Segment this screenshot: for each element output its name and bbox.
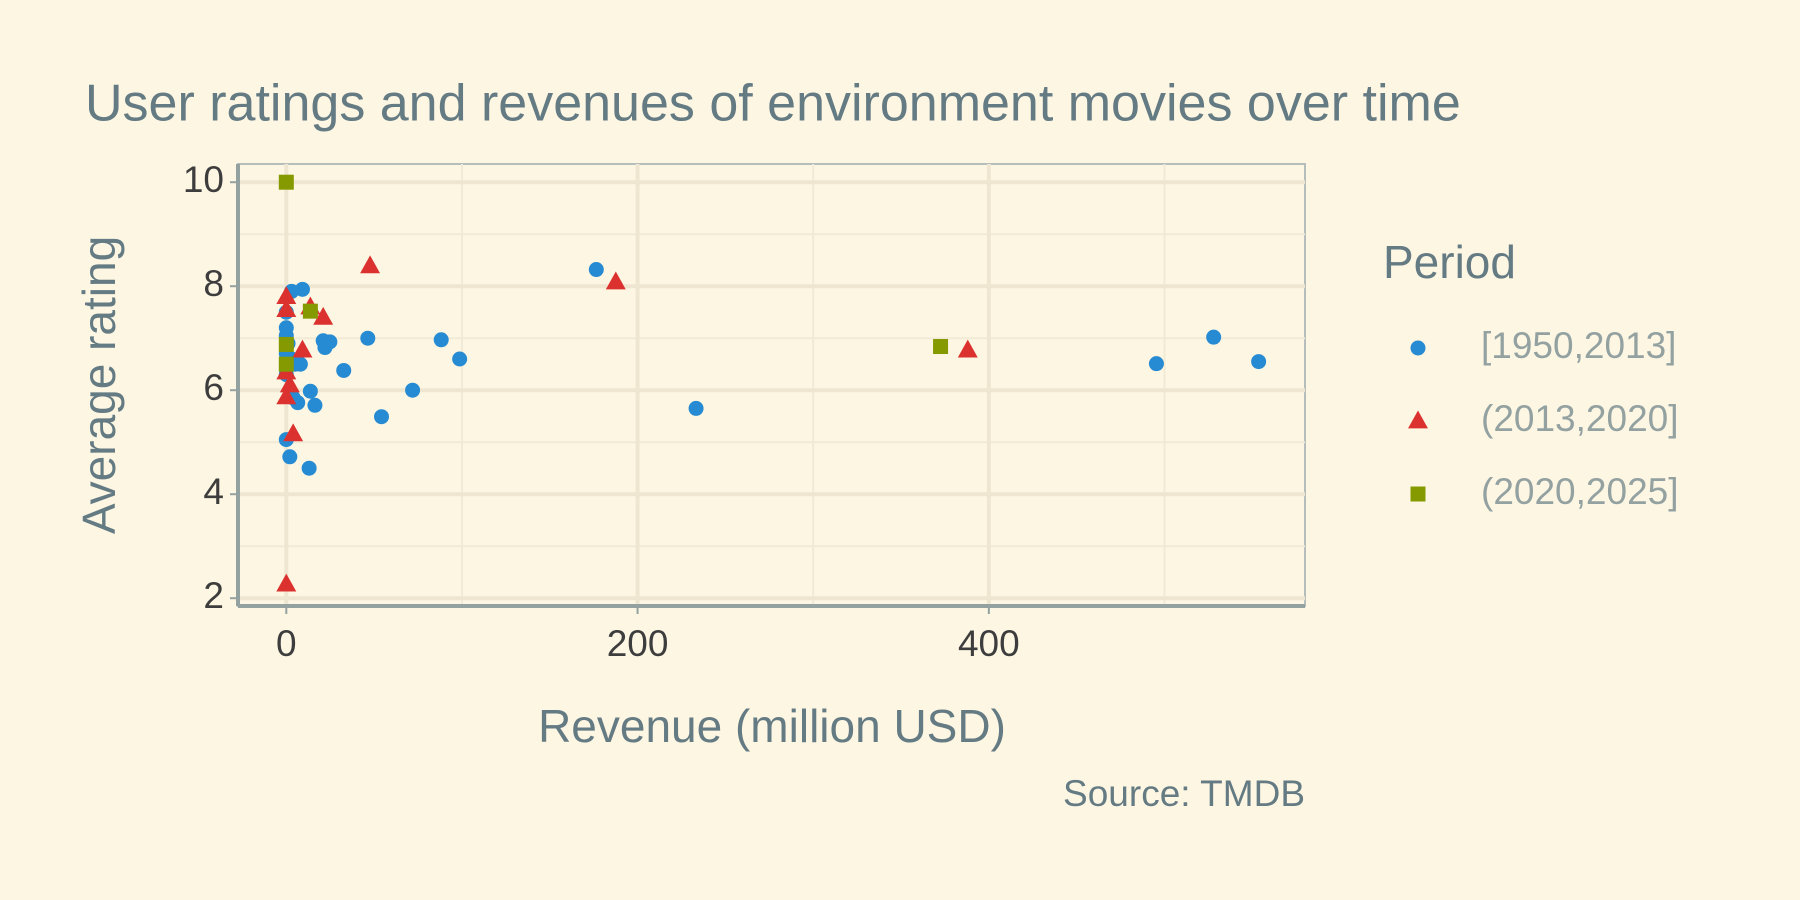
point xyxy=(276,573,297,592)
y-axis-title: Average rating xyxy=(73,236,125,534)
legend-item: (2020,2025] xyxy=(1410,471,1679,512)
point xyxy=(279,374,300,393)
grid: 0 200 400 2 4 6 8 10 xyxy=(183,159,1306,664)
point xyxy=(283,423,304,442)
x-tick-label: 200 xyxy=(607,623,669,664)
point xyxy=(360,330,376,346)
x-tick-label: 400 xyxy=(958,623,1020,664)
point xyxy=(373,409,389,425)
plot-border xyxy=(237,163,1306,607)
point xyxy=(1408,410,1428,429)
point xyxy=(933,339,949,355)
y-tick-label: 4 xyxy=(203,471,224,512)
point xyxy=(292,356,308,372)
point xyxy=(278,174,294,190)
legend-item: (2013,2020] xyxy=(1408,398,1679,439)
point xyxy=(302,383,318,399)
point xyxy=(1410,486,1426,502)
point xyxy=(1148,356,1164,372)
chart-title: User ratings and revenues of environment… xyxy=(85,75,1461,133)
point xyxy=(276,299,297,317)
point xyxy=(405,382,421,398)
legend: [1950,2013] (2013,2020] (2020,2025] xyxy=(1408,325,1679,512)
point xyxy=(688,400,704,416)
source-note: Source: TMDB xyxy=(1063,773,1305,814)
point xyxy=(276,386,297,405)
point xyxy=(278,336,294,352)
x-tick-label: 0 xyxy=(276,623,297,664)
legend-title: Period xyxy=(1383,236,1516,288)
point xyxy=(360,255,381,274)
point xyxy=(433,332,449,348)
legend-label: (2013,2020] xyxy=(1481,398,1679,439)
point xyxy=(302,303,318,319)
point xyxy=(322,334,338,350)
point xyxy=(278,356,294,372)
y-tick-label: 6 xyxy=(203,367,224,408)
point xyxy=(588,262,604,278)
point xyxy=(313,306,334,325)
point xyxy=(605,271,626,290)
x-axis-title: Revenue (million USD) xyxy=(538,700,1006,752)
point xyxy=(336,362,352,378)
point xyxy=(957,339,978,358)
point xyxy=(1251,354,1267,370)
y-tick-label: 2 xyxy=(203,575,224,616)
point xyxy=(276,286,297,304)
point xyxy=(292,339,313,358)
point xyxy=(307,397,323,413)
legend-label: [1950,2013] xyxy=(1481,325,1676,366)
legend-label: (2020,2025] xyxy=(1481,471,1679,512)
point xyxy=(1206,329,1222,345)
point xyxy=(282,449,298,465)
y-tick-label: 8 xyxy=(203,263,224,304)
legend-item: [1950,2013] xyxy=(1410,325,1676,366)
point xyxy=(301,460,317,476)
y-tick-label: 10 xyxy=(183,159,224,200)
point xyxy=(1410,340,1426,356)
points xyxy=(276,174,1267,592)
point xyxy=(452,351,468,367)
